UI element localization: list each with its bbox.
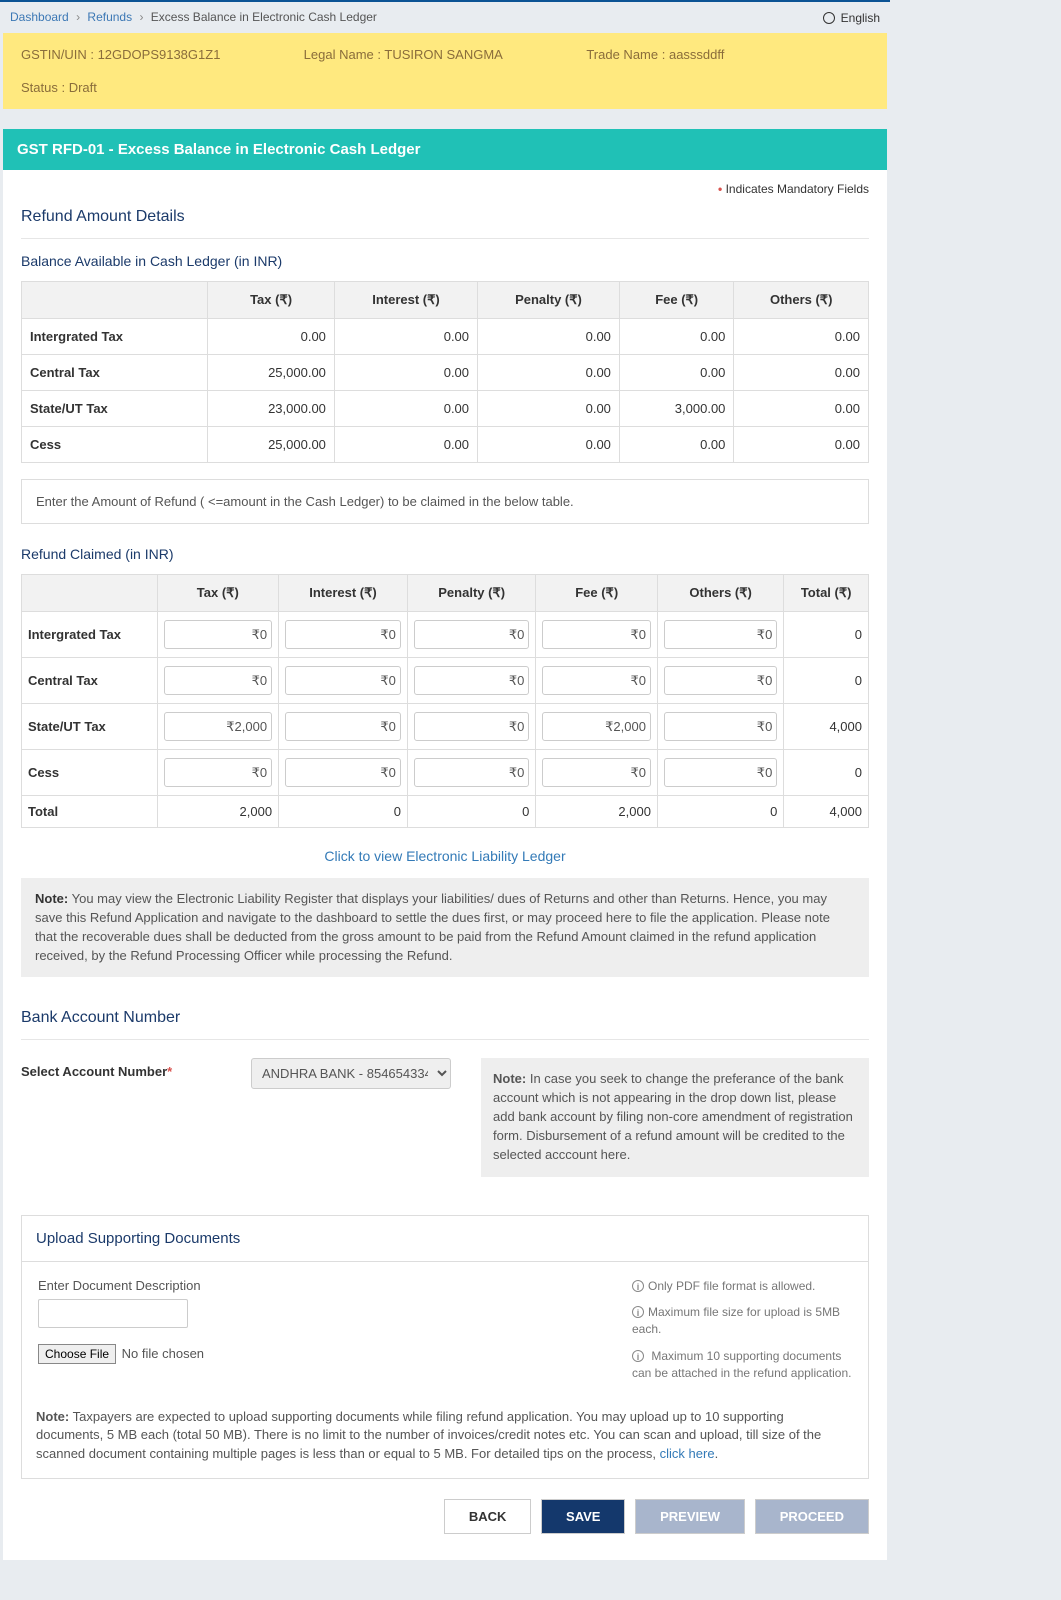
- table-row: State/UT Tax4,000: [22, 704, 869, 750]
- info-icon: i: [632, 1280, 644, 1292]
- button-row: BACK SAVE PREVIEW PROCEED: [3, 1489, 887, 1544]
- doc-desc-label: Enter Document Description: [38, 1278, 592, 1293]
- table-row: Intergrated Tax0: [22, 612, 869, 658]
- interest-input[interactable]: [285, 758, 401, 787]
- fee-input[interactable]: [542, 620, 651, 649]
- form-body: • Indicates Mandatory Fields Refund Amou…: [3, 170, 887, 1560]
- interest-input[interactable]: [285, 620, 401, 649]
- breadcrumb-sep: ›: [76, 10, 80, 24]
- claimed-title: Refund Claimed (in INR): [3, 540, 887, 568]
- no-file-label: No file chosen: [122, 1346, 204, 1361]
- tax-input[interactable]: [164, 666, 273, 695]
- fee-input[interactable]: [542, 758, 651, 787]
- info-banner: GSTIN/UIN : 12GDOPS9138G1Z1 Legal Name :…: [3, 33, 887, 109]
- click-here-link[interactable]: click here: [660, 1446, 715, 1461]
- doc-desc-input[interactable]: [38, 1299, 188, 1328]
- bank-label: Select Account Number*: [21, 1058, 221, 1079]
- choose-file-button[interactable]: Choose File: [38, 1344, 116, 1364]
- back-button[interactable]: BACK: [444, 1499, 532, 1534]
- info-icon: i: [632, 1306, 644, 1318]
- table-row: Cess25,000.000.000.000.000.00: [22, 427, 869, 463]
- bank-note: Note: In case you seek to change the pre…: [481, 1058, 869, 1176]
- penalty-input[interactable]: [414, 758, 529, 787]
- instruction-box: Enter the Amount of Refund ( <=amount in…: [21, 479, 869, 524]
- table-row: Central Tax0: [22, 658, 869, 704]
- interest-input[interactable]: [285, 666, 401, 695]
- legal-name-info: Legal Name : TUSIRON SANGMA: [304, 47, 587, 62]
- fee-input[interactable]: [542, 712, 651, 741]
- preview-button[interactable]: PREVIEW: [635, 1499, 745, 1534]
- language-label: English: [841, 11, 880, 25]
- breadcrumb-current: Excess Balance in Electronic Cash Ledger: [151, 10, 377, 24]
- hint-size: iMaximum file size for upload is 5MB eac…: [632, 1304, 852, 1338]
- table-row: Central Tax25,000.000.000.000.000.00: [22, 355, 869, 391]
- table-row: State/UT Tax23,000.000.000.003,000.000.0…: [22, 391, 869, 427]
- breadcrumb: Dashboard › Refunds › Excess Balance in …: [10, 10, 377, 25]
- col-interest: Interest (₹): [334, 282, 477, 319]
- liability-ledger-link[interactable]: Click to view Electronic Liability Ledge…: [324, 848, 565, 864]
- form-title: GST RFD-01 - Excess Balance in Electroni…: [3, 129, 887, 170]
- penalty-input[interactable]: [414, 620, 529, 649]
- upload-section: Upload Supporting Documents Enter Docume…: [21, 1215, 869, 1480]
- mandatory-note: • Indicates Mandatory Fields: [3, 170, 887, 200]
- others-input[interactable]: [664, 712, 777, 741]
- info-icon: i: [632, 1350, 644, 1362]
- breadcrumb-dashboard[interactable]: Dashboard: [10, 10, 69, 24]
- account-select[interactable]: ANDHRA BANK - 8546543345: [251, 1058, 451, 1089]
- others-input[interactable]: [664, 666, 777, 695]
- table-row: Intergrated Tax0.000.000.000.000.00: [22, 319, 869, 355]
- gstin-info: GSTIN/UIN : 12GDOPS9138G1Z1: [21, 47, 304, 62]
- penalty-input[interactable]: [414, 712, 529, 741]
- fee-input[interactable]: [542, 666, 651, 695]
- globe-icon: [823, 12, 835, 24]
- upload-title: Upload Supporting Documents: [22, 1216, 868, 1262]
- balance-title: Balance Available in Cash Ledger (in INR…: [3, 247, 887, 275]
- liability-note: Note: You may view the Electronic Liabil…: [21, 878, 869, 977]
- breadcrumb-refunds[interactable]: Refunds: [87, 10, 132, 24]
- col-fee: Fee (₹): [619, 282, 733, 319]
- others-input[interactable]: [664, 758, 777, 787]
- interest-input[interactable]: [285, 712, 401, 741]
- proceed-button[interactable]: PROCEED: [755, 1499, 869, 1534]
- tax-input[interactable]: [164, 620, 273, 649]
- hint-pdf: iOnly PDF file format is allowed.: [632, 1278, 852, 1295]
- language-selector[interactable]: English: [823, 10, 880, 25]
- trade-name-info: Trade Name : aasssddff: [586, 47, 869, 62]
- table-row: Cess0: [22, 750, 869, 796]
- tax-input[interactable]: [164, 758, 273, 787]
- status-info: Status : Draft: [21, 80, 869, 95]
- save-button[interactable]: SAVE: [541, 1499, 625, 1534]
- hint-count: i Maximum 10 supporting documents can be…: [632, 1348, 852, 1382]
- col-others: Others (₹): [734, 282, 869, 319]
- col-tax: Tax (₹): [208, 282, 335, 319]
- refund-details-title: Refund Amount Details: [3, 200, 887, 234]
- penalty-input[interactable]: [414, 666, 529, 695]
- breadcrumb-bar: Dashboard › Refunds › Excess Balance in …: [0, 0, 890, 33]
- balance-table: Tax (₹) Interest (₹) Penalty (₹) Fee (₹)…: [21, 281, 869, 463]
- upload-note: Note: Taxpayers are expected to upload s…: [22, 1408, 868, 1479]
- bank-title: Bank Account Number: [3, 1001, 887, 1035]
- tax-input[interactable]: [164, 712, 273, 741]
- breadcrumb-sep: ›: [139, 10, 143, 24]
- others-input[interactable]: [664, 620, 777, 649]
- table-row-total: Total2,000002,00004,000: [22, 796, 869, 828]
- claimed-table: Tax (₹) Interest (₹) Penalty (₹) Fee (₹)…: [21, 574, 869, 828]
- col-penalty: Penalty (₹): [478, 282, 620, 319]
